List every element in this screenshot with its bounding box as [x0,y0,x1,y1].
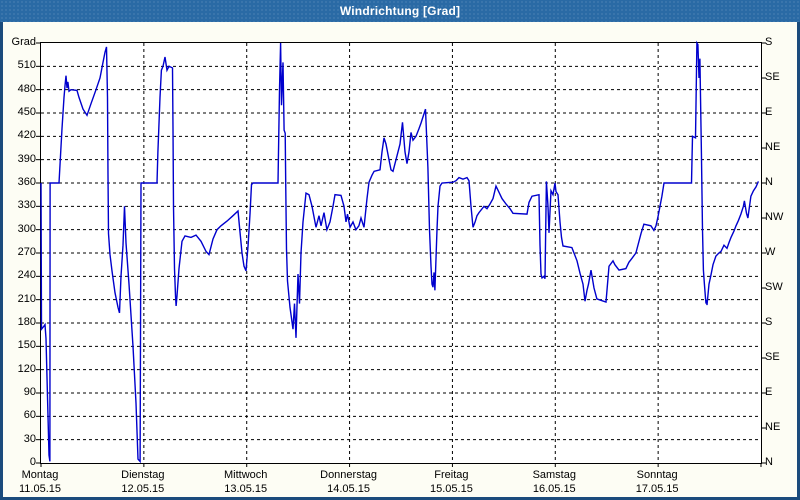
day-date: 12.05.15 [121,483,165,495]
plot-frame [36,40,766,467]
window-title: Windrichtung [Grad] [339,4,461,18]
y-tick-label-300: 300 [17,222,36,235]
y-tick-label-420: 420 [17,129,36,142]
compass-label-450: E [765,106,773,118]
wind-direction-line [40,40,760,464]
y-tick-label-210: 210 [17,292,36,305]
y-tick-label-330: 330 [17,199,36,212]
compass-label-270: W [765,246,776,258]
day-name: Freitag [434,469,469,481]
day-label-donnerstag: Donnerstag 14.05.15 [304,468,394,496]
day-date: 11.05.15 [18,483,61,495]
day-name: Mittwoch [224,469,268,481]
day-date: 16.05.15 [532,483,576,495]
y-tick-label-390: 390 [17,152,36,165]
day-name: Donnerstag [320,469,377,481]
y-tick-label-150: 150 [17,339,36,352]
compass-label-495: SE [765,71,780,83]
y-tick-label-0: 0 [29,456,36,468]
y-tick-label-270: 270 [17,246,36,258]
day-name: Sonntag [636,469,678,481]
day-date: 17.05.15 [635,483,679,495]
y-tick-label-450: 450 [17,106,36,118]
compass-label-405: NE [765,141,781,153]
compass-label-135: SE [765,351,780,363]
compass-label-360: N [765,176,773,188]
grad-axis-unit-label: Grad [11,36,36,48]
day-name: Dienstag [121,469,165,481]
y-tick-label-180: 180 [17,316,36,328]
compass-label-90: E [765,386,773,398]
day-date: 15.05.15 [430,483,473,495]
y-tick-label-510: 510 [17,59,36,72]
y-tick-label-60: 60 [23,409,36,422]
day-label-dienstag: Dienstag 12.05.15 [98,468,188,496]
day-name: Montag [21,469,59,481]
y-tick-label-480: 480 [17,82,36,95]
chart-area: Grad 510 480 450 420 390 360 330 300 270 240 210 18… [0,22,800,497]
day-label-mittwoch: Mittwoch 13.05.15 [201,468,291,496]
day-label-montag: Montag 11.05.15 [0,468,85,496]
y-tick-label-240: 240 [17,269,36,282]
compass-label-0: N [765,456,773,468]
day-label-freitag: Freitag 15.05.15 [406,468,496,496]
y-tick-label-360: 360 [17,176,36,188]
day-name: Samstag [532,469,576,481]
day-date: 13.05.15 [224,483,268,495]
title-bar: Windrichtung [Grad] [0,0,800,22]
compass-label-180: S [765,316,773,328]
day-label-samstag: Samstag 16.05.15 [509,468,599,496]
compass-label-45: NE [765,421,781,433]
compass-label-540: S [765,36,773,48]
compass-label-225: SW [765,281,783,293]
day-date: 14.05.15 [327,483,370,495]
day-label-sonntag: Sonntag 17.05.15 [612,468,702,496]
y-tick-label-120: 120 [17,362,36,375]
y-tick-label-30: 30 [23,432,36,445]
y-tick-label-90: 90 [23,386,36,398]
wind-direction-chart [36,40,766,467]
compass-label-315: NW [765,211,784,223]
